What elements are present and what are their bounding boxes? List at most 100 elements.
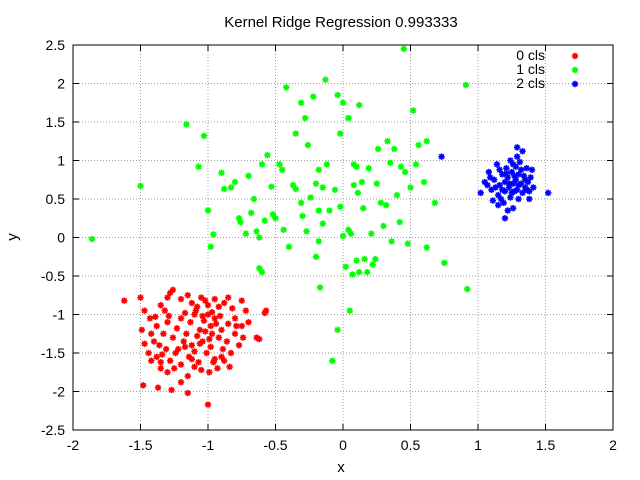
data-point-series-0 [171, 365, 178, 372]
data-point-series-0 [148, 330, 155, 337]
data-point-series-2 [492, 184, 499, 191]
data-point-series-0 [164, 319, 171, 326]
data-point-series-0 [208, 308, 216, 316]
y-tick-label: 1 [57, 153, 65, 169]
data-point-series-1 [339, 99, 347, 106]
data-point-series-0 [167, 289, 174, 297]
legend-label: 2 cls [516, 75, 545, 91]
data-point-series-0 [168, 386, 175, 394]
data-point-series-1 [285, 243, 293, 250]
data-point-series-1 [423, 244, 430, 251]
data-point-series-0 [211, 315, 218, 322]
data-point-series-1 [261, 217, 268, 224]
data-point-series-0 [157, 302, 164, 309]
data-point-series-0 [218, 326, 225, 334]
data-point-series-1 [360, 205, 367, 212]
data-point-series-1 [407, 184, 414, 191]
data-point-series-1 [307, 194, 314, 201]
data-point-series-0 [177, 361, 185, 368]
data-point-series-1 [397, 163, 405, 170]
data-point-series-1 [353, 163, 360, 170]
data-point-series-2 [545, 189, 552, 197]
x-tick-label: 2 [609, 437, 617, 453]
data-point-series-1 [365, 165, 372, 172]
data-point-series-1 [315, 238, 322, 245]
data-point-series-0 [153, 353, 160, 361]
data-point-series-0 [188, 299, 195, 307]
data-point-series-2 [523, 165, 530, 172]
data-point-series-2 [505, 180, 513, 187]
data-point-series-1 [248, 209, 255, 217]
data-point-series-1 [242, 230, 249, 237]
data-point-series-1 [331, 186, 339, 193]
data-point-series-0 [221, 299, 228, 307]
data-point-series-1 [204, 207, 212, 214]
data-point-series-0 [195, 359, 202, 366]
data-point-series-1 [322, 76, 329, 83]
data-point-series-0 [138, 326, 146, 334]
data-point-series-1 [391, 145, 398, 153]
data-point-series-0 [152, 313, 159, 321]
y-tick-label: 0 [57, 230, 65, 246]
data-point-series-2 [509, 161, 517, 168]
y-tick-label: -1 [53, 307, 66, 323]
data-point-series-2 [497, 195, 505, 203]
x-tick-label: 0 [339, 437, 347, 453]
data-point-series-2 [501, 215, 509, 222]
data-point-series-0 [167, 357, 174, 364]
data-point-series-1 [200, 132, 208, 140]
data-point-series-1 [292, 130, 299, 137]
data-point-series-0 [156, 342, 163, 349]
data-point-series-2 [508, 168, 515, 176]
data-point-series-2 [511, 172, 518, 180]
data-point-series-0 [175, 345, 182, 353]
data-point-series-1 [387, 159, 394, 167]
data-point-series-1 [384, 138, 391, 145]
data-point-series-1 [326, 207, 333, 214]
x-tick-label: 1 [474, 437, 482, 453]
data-point-series-1 [377, 199, 384, 207]
legend-marker [571, 80, 579, 88]
data-point-series-1 [420, 178, 428, 186]
data-point-series-1 [404, 240, 411, 247]
data-point-series-0 [165, 312, 173, 320]
data-point-series-0 [225, 320, 232, 327]
data-point-series-0 [196, 326, 204, 334]
data-point-series-2 [516, 158, 524, 166]
data-point-series-0 [207, 343, 214, 351]
data-point-series-0 [140, 382, 147, 389]
data-point-series-2 [509, 205, 517, 212]
data-point-series-0 [245, 319, 252, 326]
data-point-series-2 [515, 181, 522, 189]
y-tick-label: -1.5 [41, 345, 65, 361]
data-point-series-1 [412, 161, 420, 168]
data-point-series-0 [192, 307, 200, 314]
data-point-series-0 [181, 343, 189, 351]
data-point-series-0 [173, 325, 181, 332]
data-point-series-0 [121, 297, 128, 304]
data-point-series-1 [315, 166, 322, 173]
data-point-series-0 [157, 359, 164, 366]
data-point-series-0 [177, 295, 185, 303]
data-point-series-0 [225, 294, 232, 301]
y-tick-label: -2.5 [41, 422, 65, 438]
data-point-series-2 [499, 171, 506, 178]
data-point-series-0 [238, 297, 245, 304]
data-point-series-1 [264, 151, 271, 159]
data-point-series-1 [337, 203, 344, 210]
data-point-series-1 [227, 184, 235, 191]
data-point-series-1 [137, 182, 144, 190]
data-point-series-1 [279, 166, 286, 173]
data-point-series-0 [150, 338, 158, 345]
data-point-series-2 [503, 170, 510, 177]
data-point-series-0 [226, 363, 233, 371]
data-point-series-2 [519, 148, 526, 155]
data-point-series-0 [199, 312, 206, 320]
data-point-series-1 [256, 234, 263, 241]
data-point-series-1 [353, 257, 360, 264]
data-point-series-1 [431, 199, 438, 207]
data-point-series-1 [237, 218, 244, 226]
data-point-series-1 [231, 178, 239, 186]
data-point-series-0 [206, 369, 213, 376]
